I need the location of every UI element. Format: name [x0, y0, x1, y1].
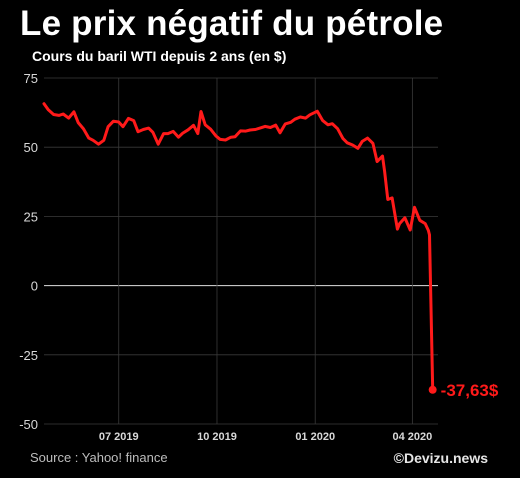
source-note: Source : Yahoo! finance [30, 450, 168, 465]
y-tick-label: 25 [24, 209, 38, 224]
x-tick-label: 07 2019 [99, 431, 139, 443]
y-tick-label: -25 [19, 348, 38, 363]
y-tick-label: 75 [24, 71, 38, 86]
y-tick-label: 50 [24, 140, 38, 155]
x-tick-label: 01 2020 [295, 431, 335, 443]
chart-title: Le prix négatif du pétrole [20, 4, 444, 43]
grid-lines [44, 77, 438, 425]
x-tick-label: 10 2019 [197, 431, 237, 443]
credit-watermark: ©Devizu.news [393, 450, 488, 466]
y-tick-label: 0 [31, 279, 38, 294]
annotation-label: -37,63$ [441, 381, 499, 400]
annotation-point [428, 385, 437, 394]
x-axis: 07 2019 10 2019 01 2020 04 2020 [99, 431, 432, 443]
x-tick-label: 04 2020 [392, 431, 432, 443]
chart-subtitle: Cours du baril WTI depuis 2 ans (en $) [32, 48, 287, 64]
y-axis: 75 50 25 0 -25 -50 [19, 71, 38, 432]
series-line [42, 102, 435, 392]
y-tick-label: -50 [19, 417, 38, 432]
